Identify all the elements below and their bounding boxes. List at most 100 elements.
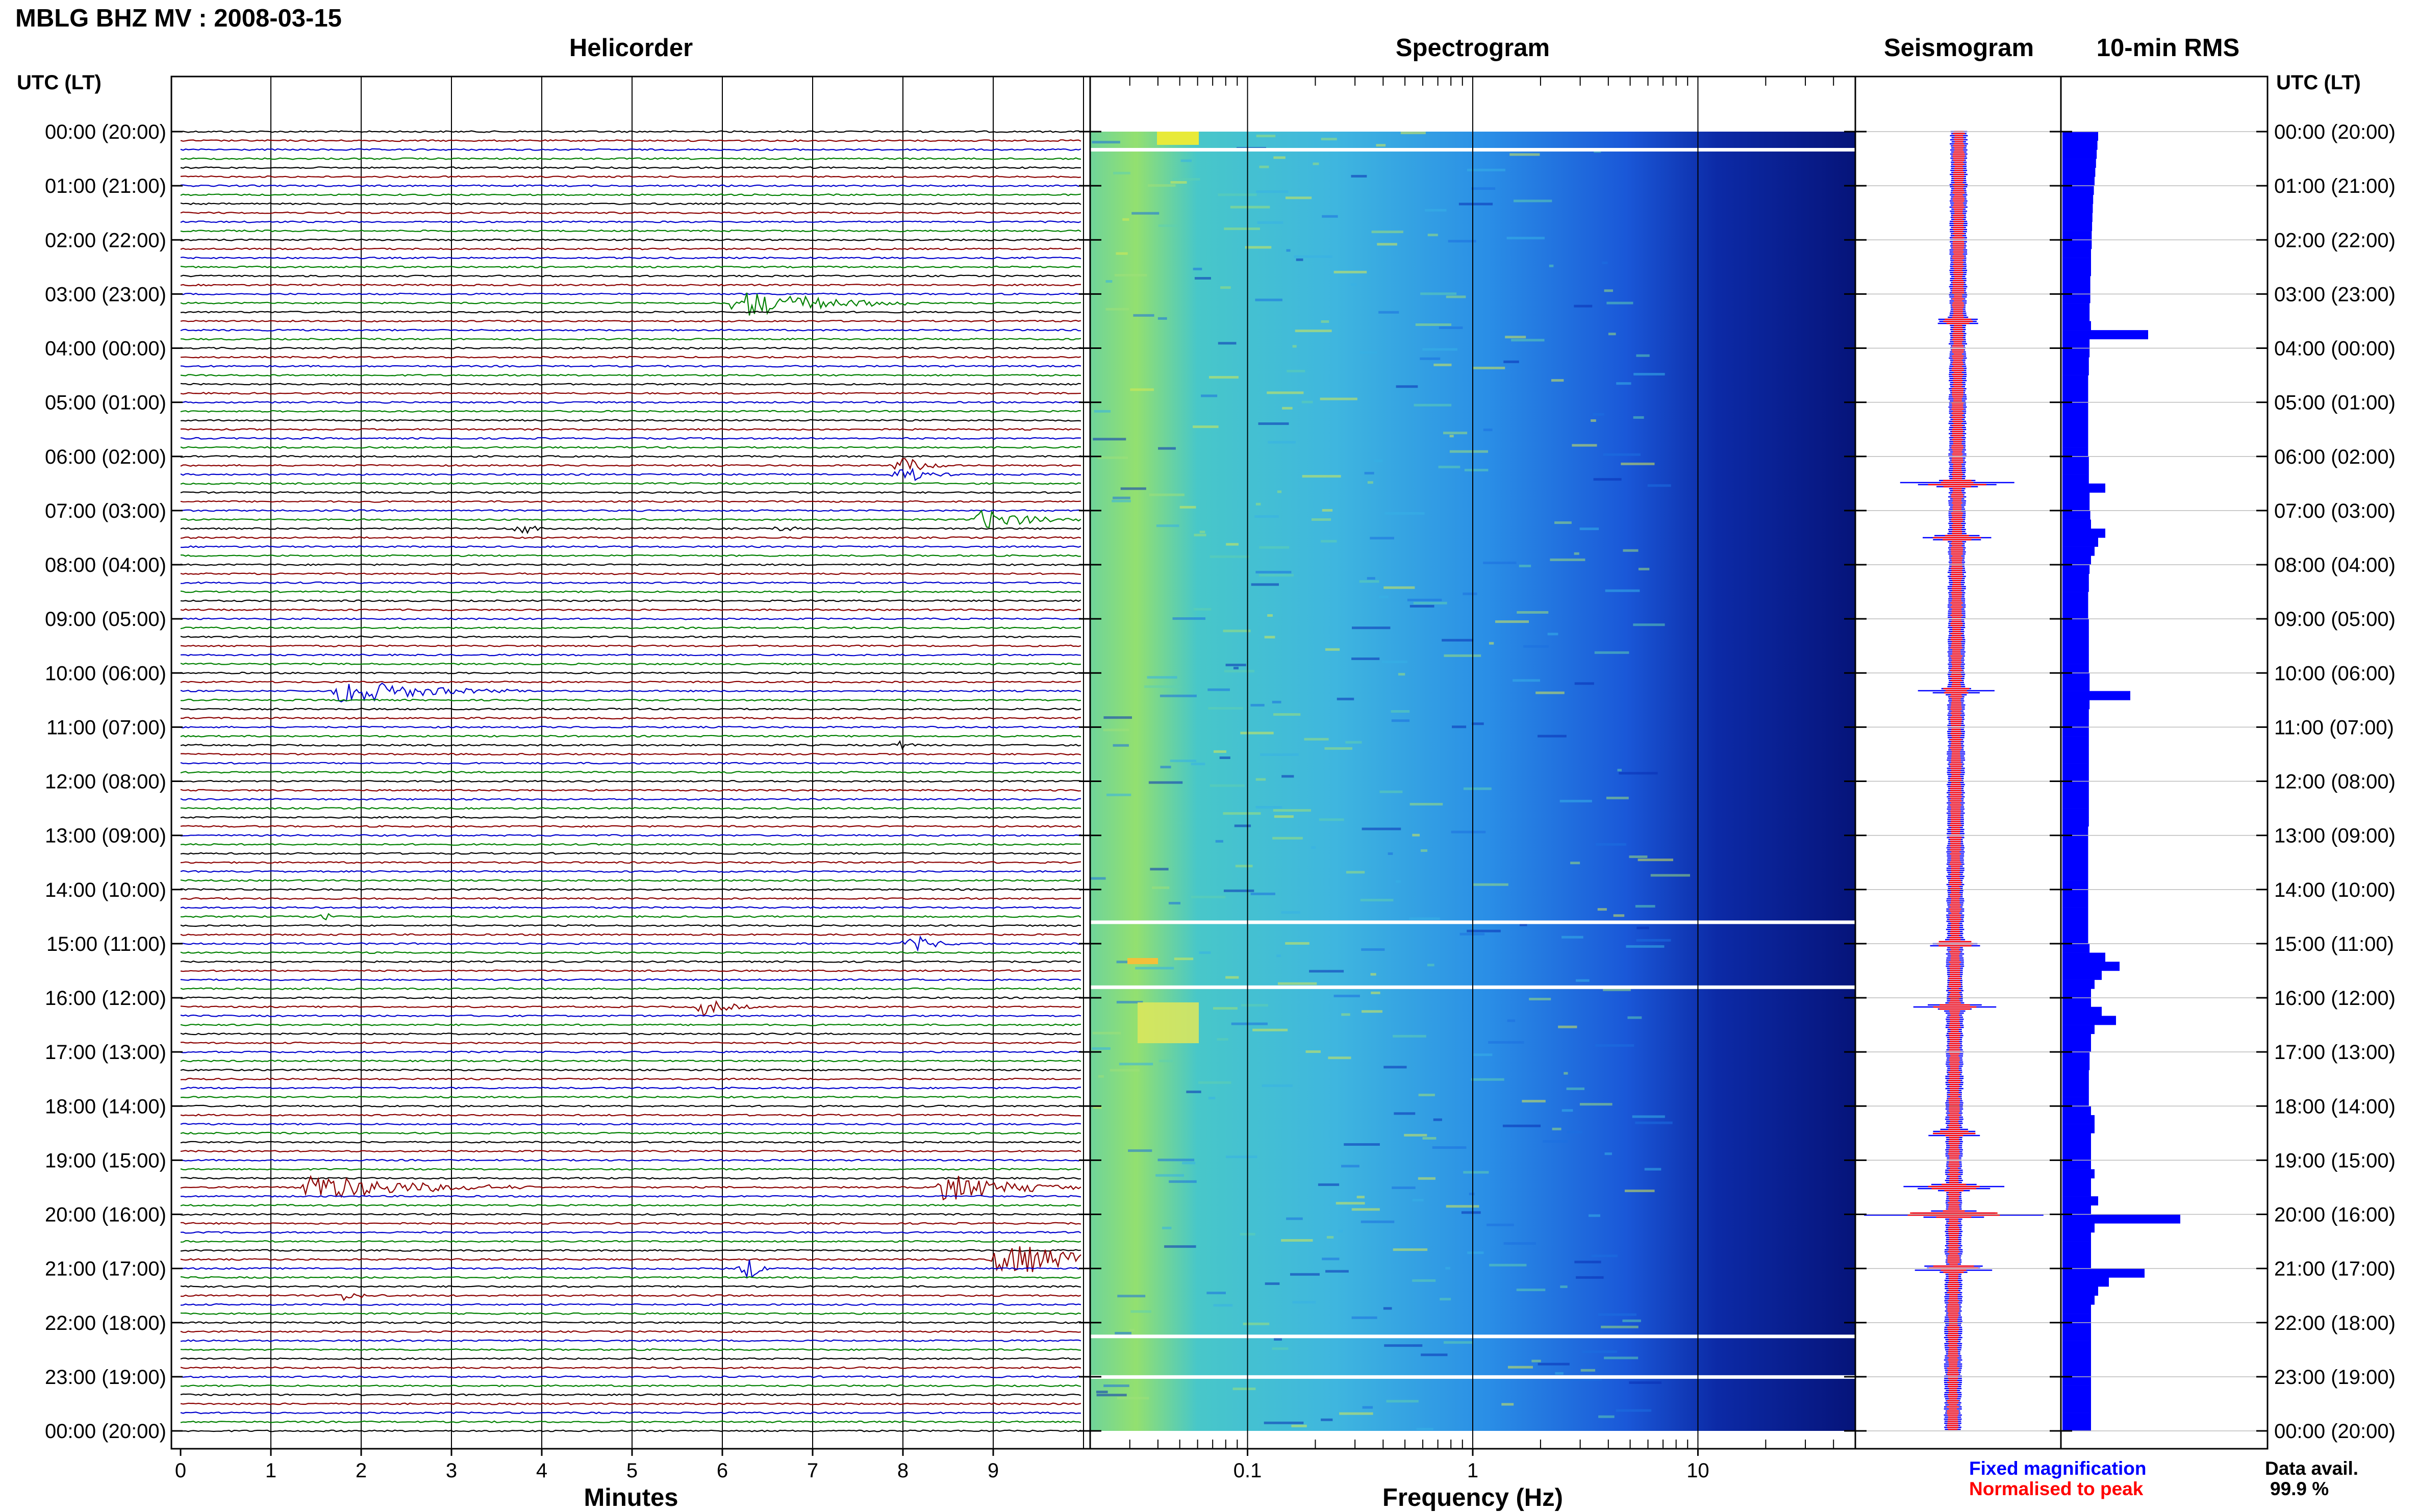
spectrogram-speckle — [1207, 688, 1230, 691]
spectrogram-speckle — [1164, 1245, 1196, 1248]
helicorder-trace — [180, 175, 1081, 179]
spectrogram-speckle — [1116, 1001, 1143, 1004]
spectrogram-speckle — [1321, 540, 1337, 543]
spectrogram-speckle — [1574, 682, 1594, 685]
time-tick-label-left: 03:00 (23:00) — [45, 283, 166, 306]
helicorder-trace — [180, 987, 1081, 991]
spectrogram-speckle — [1272, 700, 1281, 703]
rms-bar — [2062, 835, 2088, 845]
spectrogram-speckle — [1194, 534, 1206, 537]
spectrogram-speckle — [1113, 171, 1130, 174]
rms-bar — [2062, 204, 2093, 213]
helicorder-trace — [180, 283, 1081, 287]
time-tick-label-left: 22:00 (18:00) — [45, 1312, 166, 1334]
spectrogram-speckle — [1383, 586, 1415, 589]
spectrogram-speckle — [1448, 240, 1476, 243]
helicorder-trace — [180, 1060, 1081, 1063]
spectrogram-speckle — [1635, 1121, 1673, 1124]
spectrogram-speckle — [1575, 979, 1590, 982]
helicorder-trace — [180, 644, 1081, 647]
rms-bar — [2062, 889, 2088, 899]
rms-bar — [2062, 1403, 2091, 1413]
spectrogram-speckle — [1356, 1196, 1365, 1199]
spectrogram-speckle — [1503, 360, 1519, 363]
spectrogram-speckle — [1208, 707, 1243, 710]
rms-bar — [2062, 1187, 2091, 1197]
spectrogram-speckle — [1420, 357, 1441, 360]
spectrogram-speckle — [1319, 818, 1344, 821]
spectrogram-speckle — [1285, 942, 1309, 945]
spectrogram-speckle — [1337, 697, 1354, 700]
helicorder-trace — [180, 211, 1081, 214]
rms-bar — [2062, 528, 2105, 538]
rms-bar — [2062, 366, 2089, 375]
time-tick-label-left: 20:00 (16:00) — [45, 1204, 166, 1226]
rms-bar — [2062, 979, 2095, 989]
helicorder-trace — [180, 220, 1081, 223]
spectrogram-speckle — [1589, 1214, 1600, 1217]
spectrogram-speckle — [1264, 1421, 1304, 1424]
helicorder-trace — [180, 338, 1081, 341]
spectrogram-speckle — [1213, 1304, 1233, 1307]
hour-gridlines: 00:00 (20:00) 00:00 (20:00) 01:00 (21:00) 0… — [45, 121, 2396, 1443]
time-tick-label-left: 02:00 (22:00) — [45, 229, 166, 251]
rms-bar — [2062, 1422, 2091, 1431]
spectrogram-xlabel: Frequency (Hz) — [1382, 1484, 1563, 1511]
rms-bar — [2062, 556, 2091, 565]
helicorder-trace — [181, 545, 1081, 548]
spectrogram-speckle — [1186, 1090, 1201, 1093]
helicorder-trace — [180, 1168, 1081, 1171]
spectrogram-speckle — [1452, 725, 1467, 728]
rms-bar — [2062, 447, 2088, 457]
spectrogram-speckle — [1616, 1409, 1652, 1412]
rms-bar — [2062, 1115, 2095, 1124]
helicorder-trace — [180, 437, 1081, 440]
rms-bar — [2062, 186, 2094, 195]
spectrogram-speckle — [1579, 527, 1599, 531]
spectrogram-speckle — [1344, 1143, 1380, 1146]
helicorder-trace — [181, 1087, 1081, 1090]
spectrogram-speckle — [1232, 1388, 1256, 1391]
helicorder-trace — [180, 671, 1081, 674]
spectrogram-speckle — [1313, 162, 1319, 165]
spectrogram-speckle — [1644, 1168, 1661, 1171]
rms-bar — [2062, 1196, 2098, 1206]
spectrogram-speckle — [1292, 1301, 1316, 1304]
rms-bar — [2062, 592, 2088, 601]
spectrogram-speckle — [1170, 760, 1197, 763]
rms-bar — [2062, 348, 2090, 358]
time-tick-label-left: 21:00 (17:00) — [45, 1258, 166, 1280]
time-tick-label-left: 01:00 (21:00) — [45, 175, 166, 197]
helicorder-trace — [180, 590, 1081, 593]
helicorder-trace — [180, 292, 1081, 296]
rms-bar — [2062, 1070, 2089, 1079]
helicorder-trace — [180, 681, 1081, 684]
helicorder-trace — [180, 274, 1081, 278]
spectrogram-speckle — [1379, 790, 1403, 793]
rms-bar — [2062, 943, 2090, 953]
helicorder-trace — [180, 311, 1081, 314]
spectrogram-speckle — [1110, 1069, 1140, 1072]
spectrogram-speckle — [1182, 1162, 1196, 1165]
spectrogram-x-tick-label: 1 — [1467, 1459, 1478, 1482]
spectrogram-plot: 0.1 1 10 — [1089, 75, 1856, 1482]
helicorder-trace — [180, 771, 1081, 774]
spectrogram-speckle — [1096, 1391, 1108, 1394]
rms-bar — [2062, 1314, 2091, 1323]
spectrogram-speckle — [1415, 323, 1452, 326]
helicorder-trace — [180, 1032, 1081, 1036]
spectrogram-speckle — [1151, 886, 1170, 889]
spectrogram-speckle — [1531, 1359, 1541, 1363]
helicorder-trace — [180, 789, 1081, 792]
spectrogram-speckle — [1292, 345, 1297, 348]
spectrogram-speckle — [1604, 1152, 1612, 1155]
helicorder-trace — [180, 256, 1081, 260]
spectrogram-speckle — [1285, 196, 1312, 199]
spectrogram-speckle — [1418, 1093, 1435, 1096]
spectrogram-speckle — [1439, 326, 1463, 330]
spectrogram-speckle — [1345, 741, 1362, 744]
helicorder-trace — [180, 265, 1081, 269]
helicorder-trace — [180, 1339, 1081, 1342]
rms-bar — [2062, 853, 2088, 863]
spectrogram-speckle — [1633, 623, 1665, 626]
